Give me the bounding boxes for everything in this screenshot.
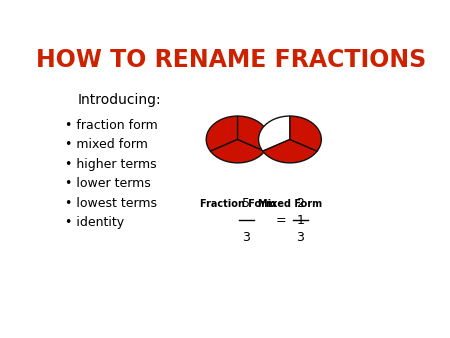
Wedge shape	[206, 116, 238, 151]
Text: 3: 3	[297, 231, 304, 244]
Text: 1: 1	[297, 214, 304, 227]
Wedge shape	[263, 140, 317, 163]
Text: =: =	[276, 214, 287, 227]
Text: • lower terms: • lower terms	[65, 177, 151, 190]
Text: • lowest terms: • lowest terms	[65, 197, 157, 210]
Text: 5: 5	[242, 197, 250, 210]
Wedge shape	[259, 116, 290, 151]
Text: • fraction form: • fraction form	[65, 119, 158, 131]
Wedge shape	[211, 140, 265, 163]
Text: 3: 3	[243, 231, 250, 244]
Text: 2: 2	[297, 197, 304, 210]
Wedge shape	[290, 116, 321, 151]
Text: Introducing:: Introducing:	[77, 93, 161, 106]
Text: • mixed form: • mixed form	[65, 138, 148, 151]
Wedge shape	[238, 116, 269, 151]
Text: HOW TO RENAME FRACTIONS: HOW TO RENAME FRACTIONS	[36, 48, 426, 72]
Text: • identity: • identity	[65, 216, 124, 229]
Text: • higher terms: • higher terms	[65, 158, 157, 171]
Text: Fraction Form: Fraction Form	[200, 199, 275, 209]
Text: Mixed Form: Mixed Form	[258, 199, 322, 209]
